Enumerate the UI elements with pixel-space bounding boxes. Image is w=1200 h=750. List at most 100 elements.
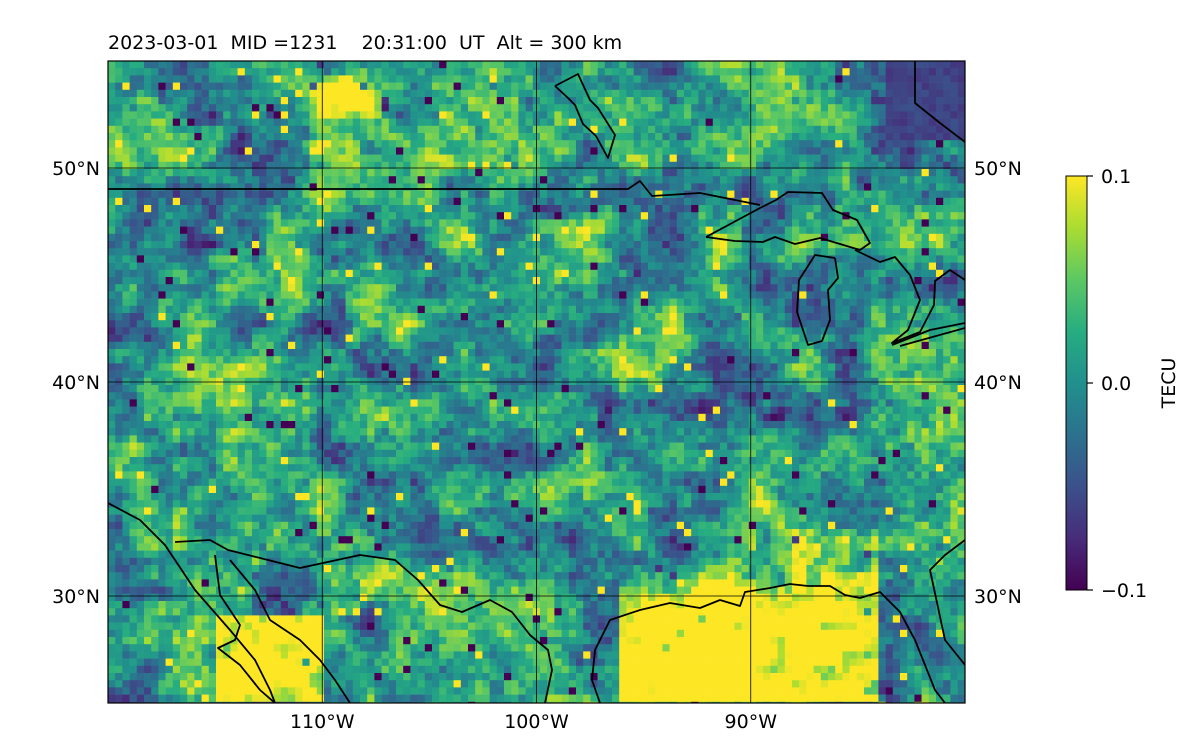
heatmap-cell [547, 154, 555, 163]
heatmap-cell [727, 118, 735, 127]
heatmap-cell [957, 327, 965, 335]
heatmap-cell [410, 61, 418, 69]
heatmap-cell [172, 176, 181, 184]
heatmap-cell [367, 197, 375, 206]
heatmap-cell [597, 61, 606, 69]
heatmap-cell [525, 255, 534, 263]
heatmap-cell [432, 219, 440, 227]
heatmap-cell [489, 75, 498, 83]
heatmap-cell [129, 255, 138, 263]
heatmap-cell [194, 291, 202, 299]
heatmap-cell [554, 255, 562, 263]
heatmap-cell [907, 205, 915, 213]
heatmap-cell [561, 133, 570, 141]
heatmap-cell [712, 197, 721, 206]
heatmap-cell [475, 97, 483, 105]
heatmap-cell [352, 147, 361, 155]
heatmap-cell [158, 226, 166, 235]
heatmap-cell [849, 140, 858, 148]
heatmap-cell [129, 313, 138, 321]
heatmap-cell [856, 75, 865, 83]
heatmap-cell [273, 118, 282, 127]
heatmap-cell [792, 154, 800, 163]
heatmap-cell [568, 61, 577, 69]
heatmap-cell [309, 255, 318, 263]
heatmap-cell [208, 75, 217, 83]
heatmap-cell [489, 277, 498, 285]
heatmap-cell [187, 349, 195, 357]
heatmap-cell [684, 269, 692, 278]
heatmap-cell [842, 140, 850, 148]
heatmap-cell [496, 226, 505, 235]
heatmap-cell [619, 341, 627, 350]
heatmap-cell [331, 269, 339, 278]
heatmap-cell [648, 219, 656, 227]
heatmap-cell [280, 68, 289, 76]
heatmap-cell [244, 241, 253, 249]
heatmap-cell [583, 341, 591, 350]
heatmap-cell [424, 169, 433, 177]
heatmap-cell [604, 161, 613, 170]
heatmap-cell [849, 269, 858, 278]
heatmap-cell [316, 349, 325, 357]
heatmap-cell [626, 219, 634, 227]
heatmap-cell [547, 61, 555, 69]
heatmap-cell [828, 169, 836, 177]
heatmap-cell [669, 334, 678, 343]
heatmap-cell [288, 284, 296, 292]
heatmap-cell [669, 154, 678, 163]
heatmap-cell [928, 313, 937, 321]
heatmap-cell [216, 147, 224, 155]
heatmap-cell [302, 133, 310, 141]
heatmap-cell [619, 118, 627, 127]
heatmap-cell [316, 161, 325, 170]
heatmap-cell [252, 349, 260, 357]
heatmap-cell [208, 248, 217, 256]
heatmap-cell [367, 161, 375, 170]
heatmap-cell [129, 133, 138, 141]
heatmap-cell [360, 320, 368, 328]
heatmap-cell [763, 327, 771, 335]
heatmap-cell [374, 305, 382, 314]
heatmap-cell [900, 169, 908, 177]
heatmap-cell [237, 161, 246, 170]
heatmap-cell [374, 233, 382, 242]
heatmap-cell [403, 226, 411, 235]
heatmap-cell [828, 82, 836, 91]
heatmap-cell [784, 305, 793, 314]
heatmap-cell [525, 205, 534, 213]
heatmap-cell [943, 305, 951, 314]
heatmap-cell [388, 68, 397, 76]
heatmap-cell [748, 197, 757, 206]
heatmap-cell [698, 118, 706, 127]
heatmap-cell [165, 305, 174, 314]
heatmap-cell [172, 313, 181, 321]
heatmap-cell [482, 291, 490, 299]
heatmap-cell [856, 111, 865, 119]
heatmap-cell [216, 305, 224, 314]
heatmap-cell [828, 277, 836, 285]
heatmap-cell [921, 140, 930, 148]
heatmap-cell [108, 269, 116, 278]
heatmap-cell [108, 104, 116, 112]
heatmap-cell [504, 298, 512, 307]
heatmap-cell [907, 262, 915, 271]
heatmap-cell [554, 233, 562, 242]
heatmap-cell [460, 327, 469, 335]
heatmap-cell [367, 97, 375, 105]
heatmap-cell [849, 97, 858, 105]
heatmap-cell [914, 61, 922, 69]
heatmap-cell [475, 248, 483, 256]
heatmap-cell [453, 183, 462, 191]
heatmap-cell [748, 147, 757, 155]
heatmap-cell [792, 118, 800, 127]
heatmap-cell [115, 255, 123, 263]
heatmap-cell [482, 154, 490, 163]
heatmap-cell [921, 313, 930, 321]
heatmap-cell [583, 305, 591, 314]
heatmap-cell [252, 305, 260, 314]
heatmap-cell [655, 212, 663, 220]
heatmap-cell [892, 82, 901, 91]
heatmap-cell [705, 183, 714, 191]
heatmap-cell [806, 125, 814, 134]
